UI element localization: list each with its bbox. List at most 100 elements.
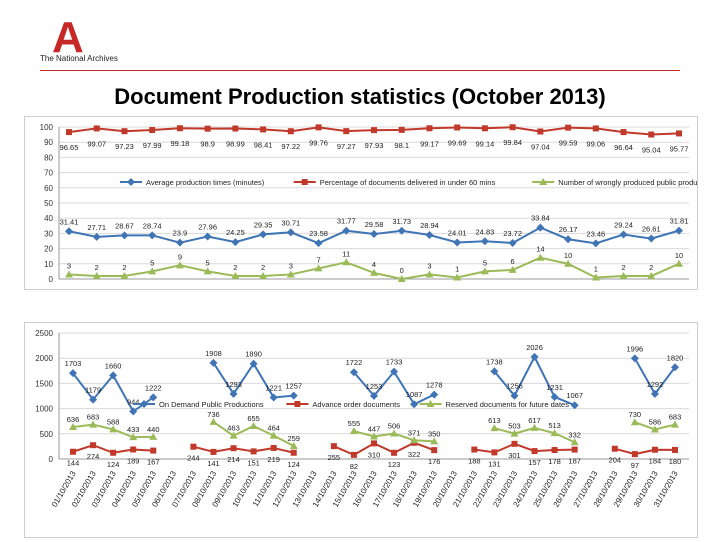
average-production-times-minutes-point: [536, 223, 545, 232]
reserved-documents-for-future-dates-point: [530, 423, 539, 431]
advance-order-documents-point: [330, 443, 337, 450]
legend-label: Percentage of documents delivered in und…: [320, 178, 496, 187]
percentage-of-documents-delivered-in-under-60-mins-legend-marker: [301, 179, 308, 185]
data-label: 322: [408, 450, 421, 459]
data-label: 1292: [647, 380, 664, 389]
on-demand-public-productions-point: [430, 390, 439, 399]
average-production-times-minutes-point: [591, 239, 600, 248]
number-of-wrongly-produced-public-productions-point: [591, 273, 600, 281]
average-production-times-minutes-point: [231, 238, 240, 247]
data-label: 1733: [386, 358, 403, 367]
average-production-times-minutes-point: [564, 235, 573, 244]
reserved-documents-for-future-dates-point: [69, 422, 77, 430]
data-label: 433: [127, 425, 140, 434]
data-label: 97: [631, 461, 639, 470]
percentage-of-documents-delivered-in-under-60-mins-point: [315, 124, 322, 131]
data-label: 24.25: [226, 228, 245, 237]
advance-order-documents-point: [210, 448, 217, 455]
reserved-documents-for-future-dates-legend-marker: [426, 400, 435, 407]
data-label: 98.41: [254, 140, 273, 149]
data-label: 736: [207, 410, 220, 419]
advance-order-documents-point: [531, 448, 538, 455]
on-demand-public-productions-point: [109, 371, 118, 380]
national-archives-logo: A: [40, 12, 150, 68]
data-label: 1256: [506, 382, 523, 391]
reserved-documents-for-future-dates-point: [490, 424, 499, 432]
reserved-documents-for-future-dates-point: [109, 425, 118, 433]
advance-order-documents-line: [333, 441, 435, 456]
reserved-documents-for-future-dates-point: [249, 421, 258, 429]
average-production-times-minutes-point: [508, 238, 517, 247]
on-demand-public-productions-legend-marker: [140, 400, 148, 408]
percentage-of-documents-delivered-in-under-60-mins-point: [620, 129, 627, 136]
data-label: 176: [428, 457, 441, 466]
y-tick-label: 2500: [35, 329, 53, 338]
daily-volumes-chart: 0 500 1000 1500 2000 2500 01/10/2013 02/10/2013…: [24, 322, 698, 538]
average-production-times-minutes-point: [314, 239, 323, 248]
legend-label: Number of wrongly produced public produc…: [558, 178, 697, 187]
data-label: 1222: [145, 383, 162, 392]
percentage-of-documents-delivered-in-under-60-mins-point: [565, 124, 572, 131]
data-label: 151: [247, 458, 260, 467]
data-label: 617: [528, 416, 541, 425]
on-demand-public-productions-point: [249, 359, 258, 368]
data-label: 1996: [627, 344, 644, 353]
y-tick-label: 0: [49, 455, 54, 464]
data-label: 99.14: [476, 139, 495, 148]
average-production-times-minutes-point: [675, 226, 683, 235]
data-label: 98.1: [394, 141, 409, 150]
data-label: 944: [127, 397, 140, 406]
number-of-wrongly-produced-public-productions-point: [453, 273, 462, 281]
data-label: 26.61: [642, 225, 661, 234]
organisation-name: The National Archives: [40, 54, 118, 63]
data-label: 23.72: [503, 229, 522, 238]
reserved-documents-for-future-dates-point: [370, 432, 378, 440]
number-of-wrongly-produced-public-productions-point: [65, 270, 73, 278]
percentage-of-documents-delivered-in-under-60-mins-point: [537, 128, 544, 135]
advance-order-documents-point: [270, 444, 277, 451]
header-divider: [40, 70, 680, 71]
data-label: 683: [87, 413, 100, 422]
data-label: 5: [150, 258, 154, 267]
reserved-documents-for-future-dates-point: [209, 417, 218, 425]
production-stats-chart: 0 10 20 30 40 50 60 70 80 90 100 31.41 27.71 28.67 28.…: [24, 116, 717, 290]
average-production-times-minutes-point: [286, 228, 295, 237]
advance-order-documents-point: [371, 440, 377, 447]
reserved-documents-for-future-dates-point: [229, 431, 238, 439]
on-demand-public-productions-point: [530, 352, 539, 361]
data-label: 29.24: [614, 221, 633, 230]
y-tick-label: 50: [44, 199, 53, 208]
percentage-of-documents-delivered-in-under-60-mins-point: [121, 128, 128, 135]
data-label: 98.99: [226, 140, 245, 149]
data-label: 187: [568, 457, 581, 466]
on-demand-public-productions-point: [69, 369, 77, 378]
data-label: 2: [621, 263, 625, 272]
on-demand-public-productions-point: [390, 367, 399, 376]
reserved-documents-for-future-dates-point: [410, 436, 419, 444]
advance-order-documents-point: [90, 442, 97, 449]
advance-order-documents-point: [491, 449, 498, 456]
reserved-documents-for-future-dates-point: [149, 432, 158, 440]
percentage-of-documents-delivered-in-under-60-mins-point: [93, 125, 100, 132]
data-label: 301: [508, 451, 521, 460]
data-label: 99.18: [171, 139, 190, 148]
reserved-documents-for-future-dates-point: [570, 438, 579, 446]
reserved-documents-for-future-dates-point: [129, 433, 138, 441]
number-of-wrongly-produced-public-productions-point: [675, 259, 683, 267]
advance-order-documents-point: [250, 448, 257, 455]
data-label: 23.58: [309, 229, 328, 238]
y-tick-label: 80: [44, 153, 53, 162]
data-label: 1722: [346, 358, 363, 367]
y-tick-label: 70: [44, 169, 53, 178]
number-of-wrongly-produced-public-productions-point: [203, 267, 212, 275]
data-label: 730: [629, 410, 642, 419]
data-label: 124: [107, 460, 120, 469]
number-of-wrongly-produced-public-productions-point: [480, 267, 489, 275]
advance-order-documents-line: [474, 442, 575, 454]
data-label: 27.71: [87, 223, 106, 232]
advance-order-documents-point: [651, 446, 658, 453]
advance-order-documents-point: [110, 449, 117, 456]
y-tick-label: 20: [44, 245, 53, 254]
number-of-wrongly-produced-public-productions-legend-marker: [539, 178, 548, 185]
data-label: 31.81: [670, 217, 689, 226]
